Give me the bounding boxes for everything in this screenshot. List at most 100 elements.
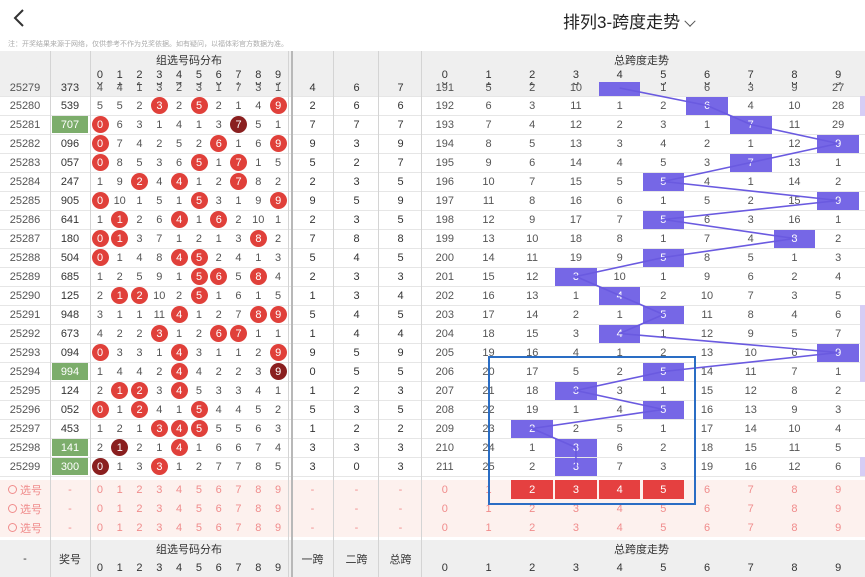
selected-span-box[interactable]: 5 [642,480,685,499]
select-dist-digit[interactable]: 9 [275,521,282,534]
select-dist-digit[interactable]: 2 [136,502,143,515]
select-dist-digit[interactable]: 5 [195,483,202,496]
select-trend-digit[interactable]: 8 [791,521,798,534]
trend-cell: 1 [616,308,623,321]
select-trend-digit[interactable]: 0 [441,521,448,534]
selected-span-box[interactable]: 4 [598,480,641,499]
select-trend-digit[interactable]: 8 [791,502,798,515]
select-trend-digit[interactable]: 1 [485,521,492,534]
select-row-toggle[interactable]: 选号 [0,518,50,537]
select-trend-digit[interactable]: 9 [835,483,842,496]
select-dist-digit[interactable]: 2 [136,521,143,534]
ball-number: 8 [249,230,267,247]
select-trend-digit[interactable]: 0 [441,502,448,515]
select-dist-digit[interactable]: 6 [215,502,222,515]
trend-cell: 29 [832,118,845,131]
select-dist-digit[interactable]: 7 [235,521,242,534]
select-trend-digit[interactable]: 4 [616,502,623,515]
select-trend-digit[interactable]: 1 [485,502,492,515]
select-trend-digit[interactable]: 8 [791,483,798,496]
select-dist-digit[interactable]: 5 [195,521,202,534]
trend-cell: 3 [529,99,536,112]
select-trend-digit[interactable]: 6 [703,483,711,496]
select-trend-digit[interactable]: 4 [616,521,623,534]
select-dist-digit[interactable]: 4 [176,521,183,534]
select-total: - [398,502,403,515]
select-trend-digit[interactable]: 7 [747,521,754,534]
trend-digit-header: 7 [747,561,754,574]
trend-cell: 3 [616,137,623,150]
select-trend-digit[interactable]: 7 [747,483,754,496]
trend-cell: 11 [482,194,495,207]
select-trend-digit[interactable]: 5 [660,521,667,534]
select-trend-digit[interactable]: 5 [660,502,667,515]
select-row-toggle[interactable]: 选号 [0,499,50,518]
right-edge-strip [860,324,865,344]
select-dist-digit[interactable]: 6 [215,521,222,534]
trend-cell: 7 [791,365,798,378]
radio-icon[interactable] [8,504,17,513]
select-trend-digit[interactable]: 3 [572,502,579,515]
select-dist-digit[interactable]: 2 [136,483,143,496]
dist-cell: 1 [255,156,262,169]
select-dist-digit[interactable]: 5 [195,502,202,515]
prize-cell: 504 [60,251,80,264]
selected-span-box[interactable]: 3 [555,480,597,499]
select-dist-digit[interactable]: 0 [96,502,103,515]
trend-cell: 8 [747,308,754,321]
select-dist-digit[interactable]: 6 [215,483,222,496]
ball-number: 9 [269,135,287,152]
trend-cell: 3 [835,403,842,416]
select-trend-digit[interactable]: 1 [485,483,492,496]
radio-icon[interactable] [8,523,17,532]
select-trend-digit[interactable]: 3 [572,521,579,534]
ball-number: 5 [190,401,208,418]
trend-digit-header: 1 [485,561,492,574]
select-dist-digit[interactable]: 3 [156,521,163,534]
select-trend-digit[interactable]: 6 [703,502,711,515]
back-arrow-icon[interactable] [8,6,32,30]
total-span-cell: 6 [397,99,404,112]
radio-icon[interactable] [8,485,17,494]
select-dist-digit[interactable]: 8 [255,502,262,515]
total-span-cell: 5 [397,175,404,188]
row-divider [0,210,865,211]
select-trend-digit[interactable]: 0 [441,483,448,496]
select-trend-digit[interactable]: 2 [529,521,536,534]
select-dist-digit[interactable]: 3 [156,502,163,515]
select-dist-digit[interactable]: 0 [96,521,103,534]
dist-cell: 1 [195,213,202,226]
ball-number: 7 [230,154,248,171]
group-dist-header: 组选号码分布 [156,54,222,67]
select-dist-digit[interactable]: 9 [275,483,282,496]
ball-number: 4 [170,382,188,399]
selected-span-box[interactable]: 2 [511,480,554,499]
select-dist-digit[interactable]: 4 [176,502,183,515]
select-trend-digit[interactable]: 7 [747,502,754,515]
select-trend-digit[interactable]: 2 [529,502,536,515]
select-dist-digit[interactable]: 3 [156,483,163,496]
select-dist-digit[interactable]: 8 [255,521,262,534]
select-dist-digit[interactable]: 9 [275,502,282,515]
trend-cell: 11 [745,365,757,378]
trend-cell: 1 [791,251,798,264]
select-dist-digit[interactable]: 1 [116,502,123,515]
select-dist-digit[interactable]: 1 [116,483,123,496]
page-title-dropdown[interactable]: 排列3-跨度走势 [563,8,696,33]
select-row-toggle[interactable]: 选号 [0,480,50,499]
select-trend-digit[interactable]: 6 [703,521,711,534]
trend-cell: 12 [569,118,583,131]
select-dist-digit[interactable]: 4 [176,483,183,496]
select-dist-digit[interactable]: 7 [235,502,242,515]
dist-cell: 4 [255,384,262,397]
trend-cell: 5 [572,365,579,378]
trend-cell: 24 [482,441,495,454]
select-trend-digit[interactable]: 9 [835,521,842,534]
ball-number: 9 [269,192,287,209]
select-dist-digit[interactable]: 0 [96,483,103,496]
select-dist-digit[interactable]: 8 [255,483,262,496]
ball-number: 5 [190,192,208,209]
select-dist-digit[interactable]: 7 [235,483,242,496]
select-trend-digit[interactable]: 9 [835,502,842,515]
select-dist-digit[interactable]: 1 [116,521,123,534]
